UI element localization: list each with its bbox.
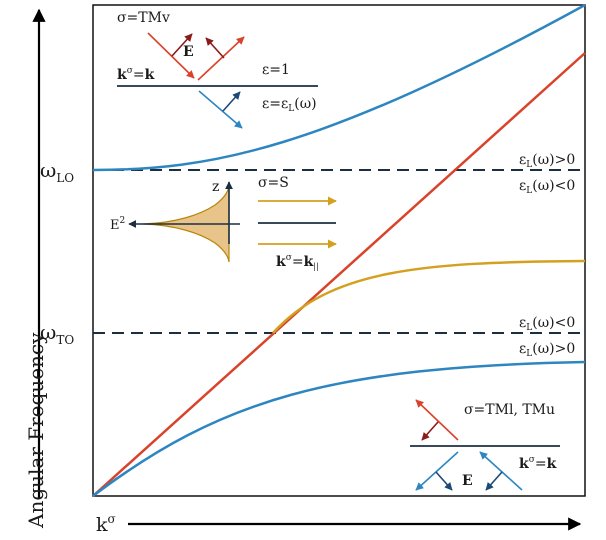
- inset-s-e2-label: E2: [110, 216, 125, 233]
- inset-tm-k-label: kσ=k: [519, 455, 557, 472]
- omega-to-label: ωTO: [40, 320, 74, 347]
- inset-s: z E2 σ=S kσ=k||: [110, 175, 337, 271]
- region-label-lo-below: εL(ω)<0: [519, 178, 575, 196]
- region-label-to-below: εL(ω)>0: [519, 341, 575, 359]
- lower-polariton-curve: [92, 360, 586, 497]
- x-axis-label: kσ: [96, 512, 116, 536]
- plot-frame: [92, 4, 586, 497]
- omega-lo-label: ωLO: [40, 158, 74, 185]
- inset-tm-title: σ=TMl, TMu: [464, 402, 555, 418]
- inset-s-k-label: kσ=k||: [276, 253, 319, 271]
- inset-tm: σ=TMl, TMu E kσ=k: [410, 399, 560, 491]
- region-label-lo-above: εL(ω)>0: [519, 152, 575, 170]
- inset-tmv-eps-top: ε=1: [262, 62, 290, 78]
- inset-tmv-e-arrow-incident: [171, 33, 193, 57]
- inset-tmv: σ=TMv E kσ=k ε=1 ε=εL(ω): [117, 10, 318, 129]
- inset-tmv-incident-ray: [147, 32, 195, 79]
- inset-tmv-k-label: kσ=k: [117, 66, 155, 83]
- inset-tmv-reflected-ray: [197, 36, 245, 81]
- inset-tmv-transmitted-ray: [198, 90, 243, 129]
- inset-s-z-label: z: [212, 179, 219, 195]
- inset-tm-red-ray: [415, 399, 459, 441]
- inset-tmv-e-label: E: [183, 44, 194, 60]
- inset-tmv-e-arrow-transmitted: [222, 91, 241, 112]
- surface-mode-curve: [272, 259, 586, 334]
- light-line: [92, 52, 586, 497]
- inset-tm-blue-ray-right: [479, 451, 523, 491]
- inset-s-title: σ=S: [258, 175, 289, 191]
- upper-polariton-curve: [92, 3, 586, 172]
- inset-tm-e-label: E: [462, 473, 473, 489]
- y-axis-label: Angular Frequency: [24, 332, 48, 529]
- inset-tm-blue-ray-left: [415, 451, 459, 491]
- inset-tmv-e-arrow-reflected: [205, 37, 225, 59]
- region-label-to-above: εL(ω)<0: [519, 315, 575, 333]
- inset-tm-e-arrow-left: [435, 471, 453, 491]
- inset-tm-e-arrow-top: [421, 421, 439, 441]
- inset-tm-e-arrow-right: [485, 471, 503, 491]
- inset-tmv-eps-bottom: ε=εL(ω): [262, 96, 317, 114]
- inset-tmv-title: σ=TMv: [117, 10, 170, 26]
